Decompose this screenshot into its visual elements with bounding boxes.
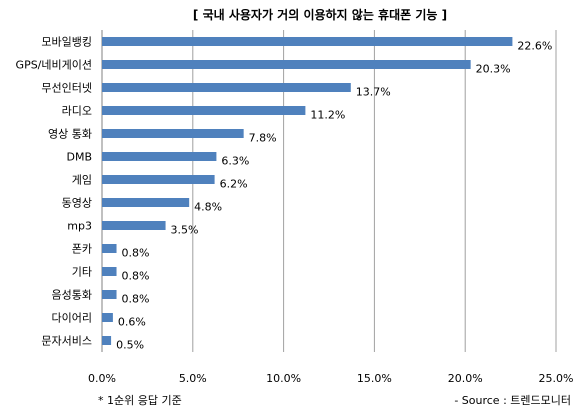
bar [102,267,117,276]
category-label: 문자서비스 [41,335,92,348]
data-label: 0.6% [118,316,146,329]
value-labels: 22.6% 20.3% 13.7% 11.2% 7.8%6.3% 6.2% 4.8% 3.5%… [116,40,552,352]
bar [102,198,190,207]
x-tick-label: 20.0% [448,372,483,385]
data-label: 0.5% [116,339,144,352]
chart-title: [ 국내 사용자가 거의 이용하지 않는 휴대폰 기능 ] [193,7,447,22]
data-label: 20.3% [476,63,511,76]
data-label: 7.8% [249,132,277,145]
bar [102,290,117,299]
x-tick-label: 5.0% [179,372,207,385]
x-tick-label: 10.0% [266,372,301,385]
x-axis-ticks: 0.0% 5.0% 10.0% 15.0% 20.0% 25.0% [88,372,573,385]
data-label: 0.8% [122,293,150,306]
data-label: 22.6% [517,40,552,53]
category-label: 영상 통화 [48,128,92,141]
data-label: 4.8% [194,201,222,214]
bar [102,152,217,161]
data-label: 6.2% [220,178,248,191]
bar [102,313,113,322]
data-label: 11.2% [310,109,345,122]
category-label: DMB [66,151,92,164]
category-label: 모바일뱅킹 [41,35,92,49]
data-label: 6.3% [221,155,249,168]
bar [102,244,117,253]
bars [102,37,513,345]
data-label: 0.8% [122,270,150,283]
category-label: mp3 [67,220,92,233]
bar [102,106,306,115]
category-label: 음성통화 [52,289,92,302]
bar [102,221,166,230]
source-note: - Source : 트렌드모니터 [454,394,571,407]
x-tick-label: 15.0% [357,372,392,385]
bar [102,336,112,345]
category-label: 기타 [72,266,92,279]
data-label: 0.8% [122,247,150,260]
x-tick-label: 25.0% [539,372,574,385]
category-label: 게임 [72,174,92,187]
bar [102,129,244,138]
bar [102,175,215,184]
bar [102,83,351,92]
grid-lines [101,30,557,352]
x-tick-label: 0.0% [88,372,116,385]
category-label: 동영상 [62,197,92,210]
data-label: 13.7% [356,86,391,99]
footnote: * 1순위 응답 기준 [98,394,182,407]
category-label: GPS/네비게이션 [16,59,92,72]
category-label: 다이어리 [52,312,92,325]
category-label: 무선인터넷 [41,82,92,95]
bar [102,37,513,46]
data-label: 3.5% [171,224,199,237]
bar [102,60,471,69]
category-label: 폰카 [72,243,92,256]
category-label: 라디오 [62,105,92,118]
